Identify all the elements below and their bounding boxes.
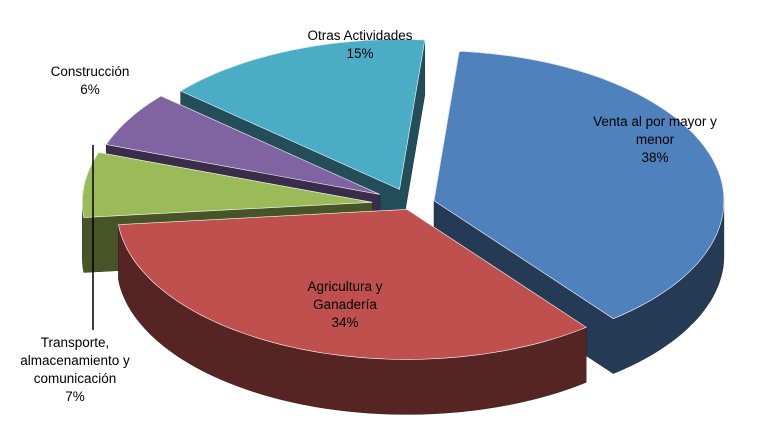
data-label: Venta al por mayor y menor 38%	[575, 113, 735, 167]
slice	[179, 39, 426, 190]
slice	[433, 50, 725, 319]
value-label: 38%	[641, 150, 669, 165]
data-label: Agricultura y Ganadería 34%	[285, 278, 405, 332]
value-label: 7%	[65, 389, 85, 404]
category-label: Otras Actividades	[307, 28, 413, 43]
category-label: Agricultura y Ganadería	[307, 279, 383, 312]
data-label: Otras Actividades 15%	[280, 27, 440, 63]
category-label: Venta al por mayor y menor	[593, 114, 717, 147]
category-label: Transporte, almacenamiento y comunicació…	[20, 335, 130, 386]
data-label: Construcción 6%	[20, 63, 160, 99]
value-label: 15%	[346, 46, 374, 61]
slice	[82, 152, 373, 218]
slice	[118, 209, 587, 360]
value-label: 6%	[80, 82, 100, 97]
category-label: Construcción	[50, 64, 130, 79]
slice	[105, 95, 380, 195]
value-label: 34%	[331, 315, 359, 330]
data-label: Transporte, almacenamiento y comunicació…	[5, 334, 145, 406]
